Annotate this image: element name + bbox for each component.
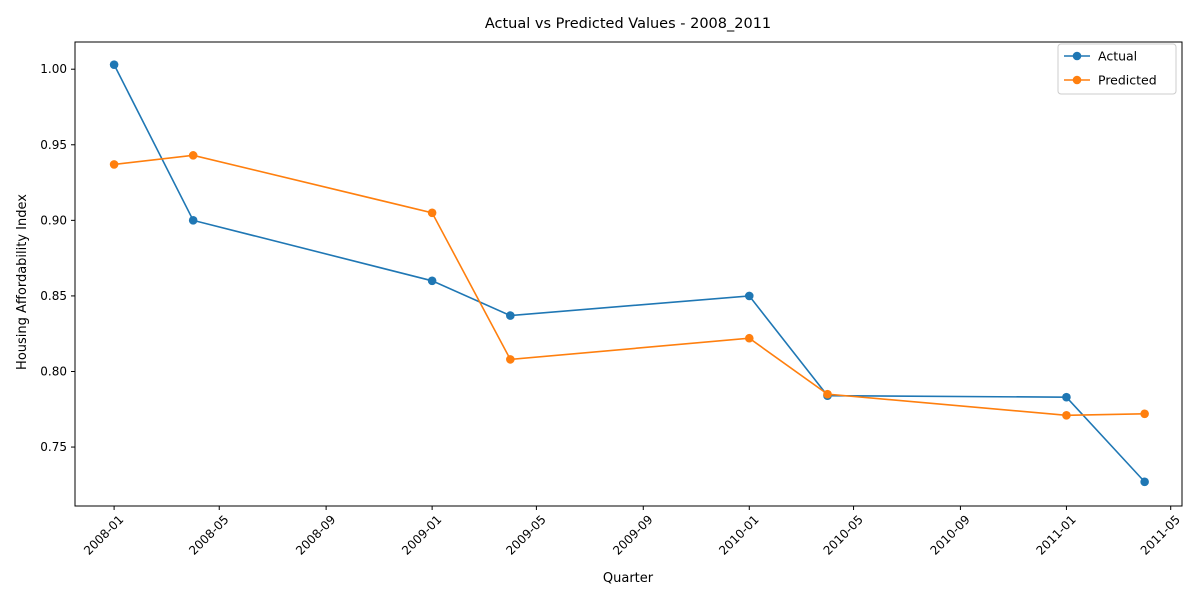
x-tick-label: 2010-05 <box>821 512 866 557</box>
data-point-actual <box>1140 477 1149 487</box>
x-tick-label: 2009-05 <box>503 512 548 557</box>
y-axis-label: Housing Affordability Index <box>15 194 30 370</box>
series-line-predicted <box>114 154 1145 417</box>
legend-label-predicted: Predicted <box>1098 73 1157 88</box>
y-tick-label: 0.95 <box>40 138 67 152</box>
data-point-actual <box>109 60 119 69</box>
data-point-predicted <box>744 333 754 343</box>
data-point-actual <box>188 216 198 225</box>
x-tick-label: 2010-09 <box>927 512 972 557</box>
x-tick-label: 2008-05 <box>186 512 231 557</box>
x-tick-label: 2009-09 <box>610 512 655 557</box>
x-tick-label: 2008-01 <box>81 512 126 557</box>
x-tick-label: 2011-01 <box>1033 512 1078 557</box>
data-point-predicted <box>109 160 119 169</box>
chart-title: Actual vs Predicted Values - 2008_2011 <box>485 16 771 32</box>
y-tick-label: 0.90 <box>40 213 67 227</box>
y-tick-label: 0.85 <box>40 289 67 303</box>
plot-frame <box>74 41 1183 507</box>
data-point-predicted <box>188 151 198 160</box>
data-point-actual <box>506 311 515 320</box>
y-tick-label: 1.00 <box>40 62 67 76</box>
data-point-predicted <box>1140 409 1149 419</box>
data-point-predicted <box>1062 411 1071 420</box>
legend-label-actual: Actual <box>1098 49 1137 64</box>
data-point-actual <box>427 276 437 286</box>
legend-marker-predicted <box>1072 75 1082 85</box>
x-tick-label: 2009-01 <box>399 512 444 557</box>
data-point-predicted <box>506 355 515 364</box>
x-axis-label: Quarter <box>603 571 654 586</box>
y-tick-label: 0.75 <box>40 440 67 454</box>
data-point-predicted <box>427 208 437 218</box>
x-tick-label: 2008-09 <box>293 512 338 557</box>
data-point-predicted <box>823 389 832 399</box>
series-line-actual <box>113 64 1146 483</box>
y-tick-label: 0.80 <box>40 364 67 378</box>
plot-area: 2008-01 2008-05 2008-09 2009-01 2009-05 2009-… <box>40 41 1183 558</box>
x-tick-label: 2010-01 <box>716 512 761 557</box>
data-point-actual <box>1062 392 1071 402</box>
x-tick-label: 2011-05 <box>1138 512 1183 557</box>
legend-marker-actual <box>1072 51 1082 61</box>
legend: Actual Predicted <box>1057 43 1177 95</box>
data-point-actual <box>744 291 754 301</box>
